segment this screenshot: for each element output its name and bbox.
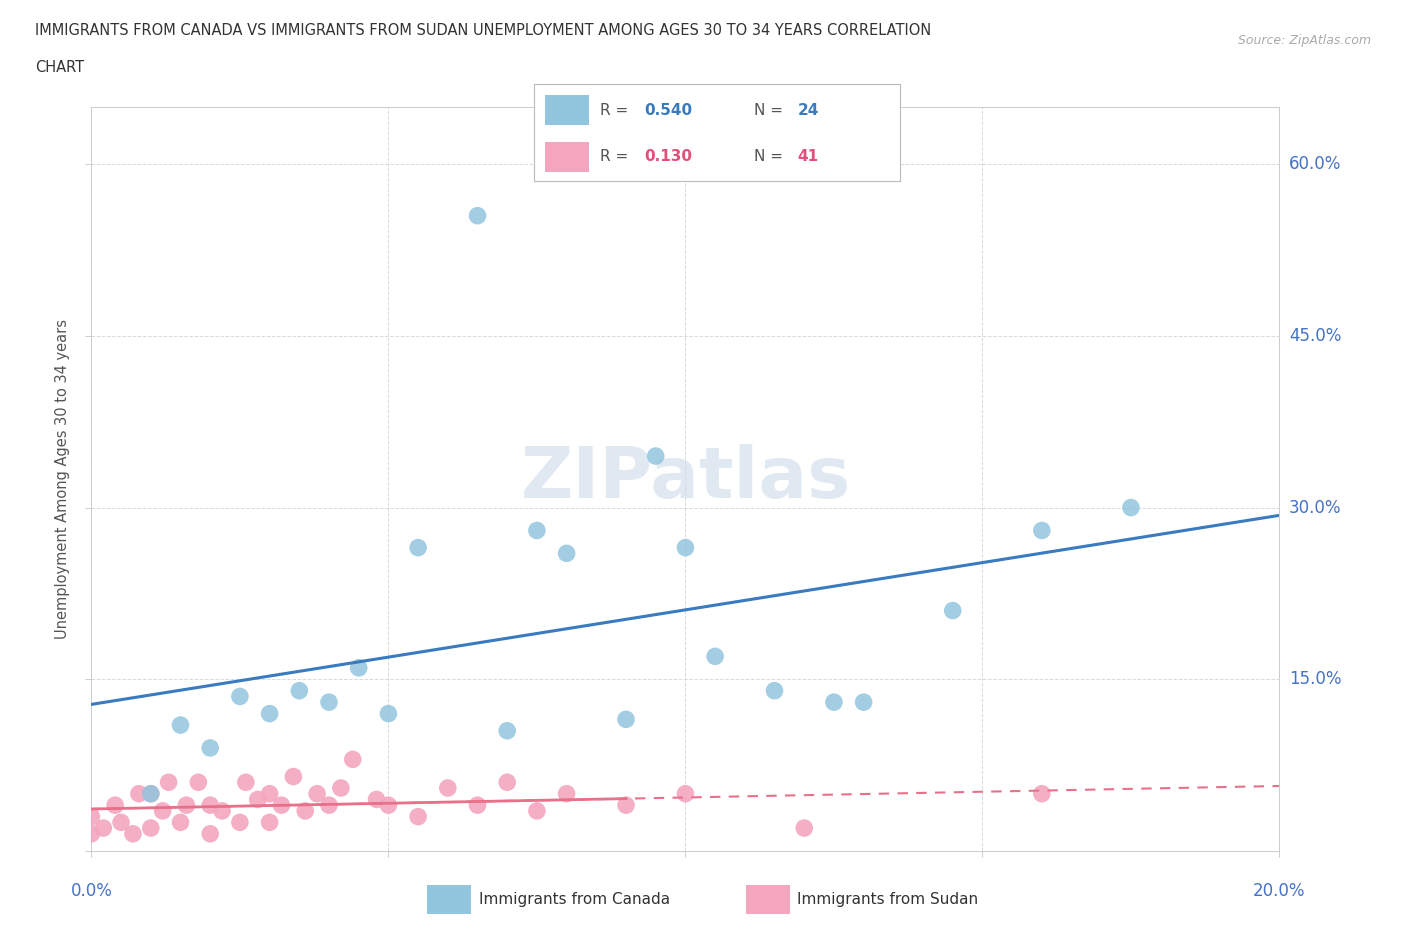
- Point: [614, 798, 637, 813]
- Point: [673, 786, 696, 801]
- Text: R =: R =: [600, 102, 633, 117]
- Point: [246, 792, 269, 807]
- Point: [467, 798, 489, 813]
- Point: [644, 448, 666, 463]
- Point: [110, 815, 132, 830]
- Point: [406, 809, 429, 824]
- Point: [347, 660, 370, 675]
- Point: [318, 695, 340, 710]
- Point: [229, 815, 252, 830]
- Point: [139, 820, 162, 835]
- Point: [436, 780, 458, 795]
- Text: Immigrants from Canada: Immigrants from Canada: [478, 892, 669, 908]
- Point: [614, 711, 637, 726]
- Bar: [546, 142, 589, 172]
- Point: [270, 798, 292, 813]
- Point: [139, 786, 162, 801]
- Point: [496, 775, 519, 790]
- Point: [187, 775, 209, 790]
- Point: [283, 769, 305, 784]
- Text: N =: N =: [754, 150, 787, 165]
- Point: [294, 804, 316, 818]
- Point: [157, 775, 180, 790]
- Point: [377, 798, 399, 813]
- Text: 45.0%: 45.0%: [1289, 326, 1341, 345]
- Point: [793, 820, 815, 835]
- Text: 0.0%: 0.0%: [70, 882, 112, 899]
- Bar: [747, 885, 790, 914]
- Point: [259, 706, 281, 721]
- Text: N =: N =: [754, 102, 787, 117]
- Text: 20.0%: 20.0%: [1253, 882, 1306, 899]
- Text: 0.130: 0.130: [644, 150, 692, 165]
- Point: [80, 827, 103, 842]
- Point: [1031, 523, 1053, 538]
- Point: [200, 827, 222, 842]
- Text: 24: 24: [797, 102, 818, 117]
- Point: [200, 798, 222, 813]
- Point: [169, 718, 191, 733]
- Point: [152, 804, 174, 818]
- Point: [288, 684, 311, 698]
- Bar: [546, 96, 589, 125]
- Point: [942, 604, 965, 618]
- Text: Immigrants from Sudan: Immigrants from Sudan: [797, 892, 979, 908]
- Text: ZIPatlas: ZIPatlas: [520, 445, 851, 513]
- Point: [366, 792, 388, 807]
- Text: 60.0%: 60.0%: [1289, 155, 1341, 173]
- Point: [555, 546, 578, 561]
- Point: [1031, 786, 1053, 801]
- Y-axis label: Unemployment Among Ages 30 to 34 years: Unemployment Among Ages 30 to 34 years: [55, 319, 70, 639]
- Point: [139, 786, 162, 801]
- Point: [852, 695, 875, 710]
- Point: [406, 540, 429, 555]
- Point: [259, 786, 281, 801]
- Point: [200, 740, 222, 755]
- Point: [704, 649, 727, 664]
- Bar: [427, 885, 471, 914]
- Point: [329, 780, 352, 795]
- Point: [526, 804, 548, 818]
- Point: [673, 540, 696, 555]
- Point: [307, 786, 329, 801]
- Point: [823, 695, 845, 710]
- Point: [80, 809, 103, 824]
- Point: [169, 815, 191, 830]
- Text: R =: R =: [600, 150, 633, 165]
- Text: 30.0%: 30.0%: [1289, 498, 1341, 516]
- Point: [763, 684, 786, 698]
- Point: [128, 786, 150, 801]
- Point: [211, 804, 233, 818]
- Point: [467, 208, 489, 223]
- Text: CHART: CHART: [35, 60, 84, 75]
- Text: 15.0%: 15.0%: [1289, 671, 1341, 688]
- Point: [91, 820, 114, 835]
- Point: [229, 689, 252, 704]
- Point: [377, 706, 399, 721]
- Point: [235, 775, 257, 790]
- Point: [122, 827, 145, 842]
- Point: [526, 523, 548, 538]
- Point: [342, 752, 364, 767]
- Text: 41: 41: [797, 150, 818, 165]
- Point: [496, 724, 519, 738]
- Point: [259, 815, 281, 830]
- Text: Source: ZipAtlas.com: Source: ZipAtlas.com: [1237, 34, 1371, 47]
- Point: [176, 798, 198, 813]
- Point: [555, 786, 578, 801]
- Text: 0.540: 0.540: [644, 102, 692, 117]
- Point: [318, 798, 340, 813]
- Point: [104, 798, 127, 813]
- Point: [1119, 500, 1142, 515]
- Text: IMMIGRANTS FROM CANADA VS IMMIGRANTS FROM SUDAN UNEMPLOYMENT AMONG AGES 30 TO 34: IMMIGRANTS FROM CANADA VS IMMIGRANTS FRO…: [35, 23, 931, 38]
